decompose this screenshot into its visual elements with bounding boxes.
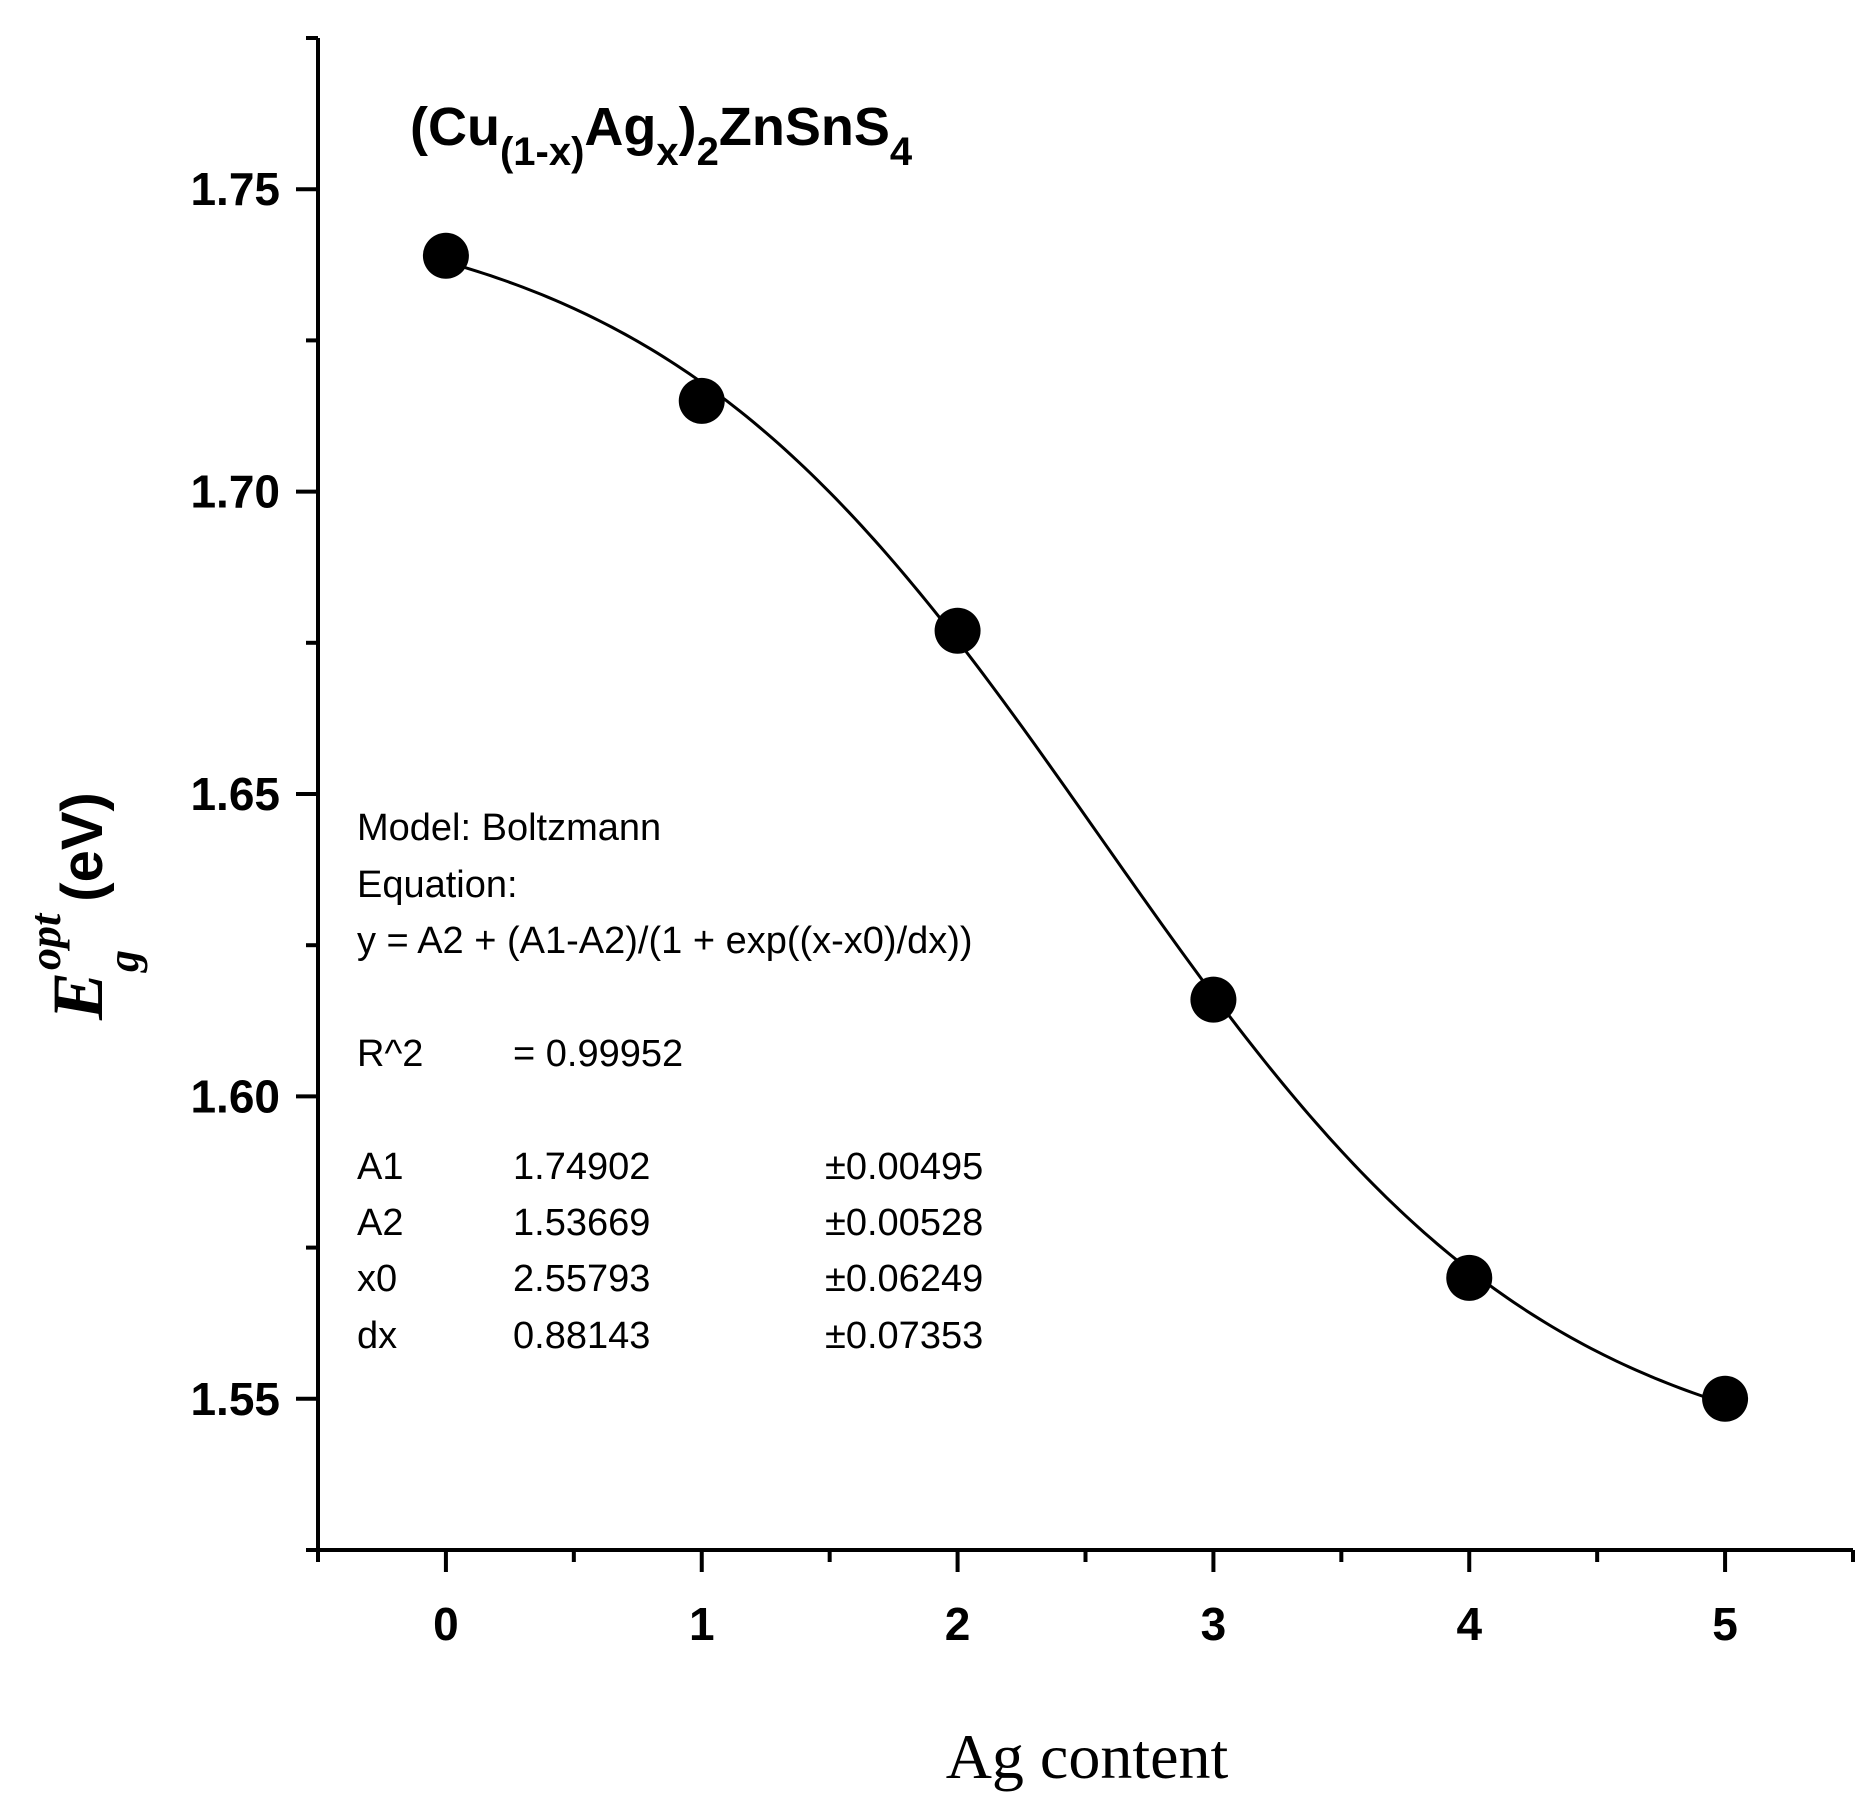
title-part: x xyxy=(656,130,678,174)
param-name: dx xyxy=(357,1315,397,1357)
x-tick-label: 1 xyxy=(689,1598,715,1650)
title-part: ) xyxy=(679,97,697,157)
title-part: ZnSnS xyxy=(719,97,890,157)
param-value: 2.55793 xyxy=(513,1258,650,1300)
y-tick-label: 1.65 xyxy=(190,768,280,820)
y-tick-label: 1.75 xyxy=(190,163,280,215)
data-point xyxy=(1190,976,1237,1023)
param-error: ±0.00495 xyxy=(825,1146,983,1188)
x-axis-label: Ag content xyxy=(946,1721,1229,1792)
data-point xyxy=(422,232,469,279)
data-point xyxy=(934,607,981,654)
param-name: A2 xyxy=(357,1202,403,1244)
param-name: A1 xyxy=(357,1146,403,1188)
annotation-r2-value: = 0.99952 xyxy=(513,1033,683,1075)
title-part: 4 xyxy=(890,130,913,174)
x-tick-label: 4 xyxy=(1456,1598,1482,1650)
param-value: 1.74902 xyxy=(513,1146,650,1188)
param-error: ±0.06249 xyxy=(825,1258,983,1300)
fit-annotation: Model: Boltzmann Equation: y = A2 + (A1-… xyxy=(357,807,983,1357)
title-part: (Cu xyxy=(410,97,500,157)
x-tick-label: 3 xyxy=(1201,1598,1227,1650)
title-part: 2 xyxy=(697,130,719,174)
param-error: ±0.00528 xyxy=(825,1202,983,1244)
y-tick-label: 1.55 xyxy=(190,1373,280,1425)
y-tick-label: 1.70 xyxy=(190,466,280,518)
title-part: (1-x) xyxy=(500,130,584,174)
ticks: 0 1 2 3 4 5 1.55 1.60 1.65 1.70 1.75 xyxy=(190,36,1855,1650)
data-point xyxy=(1446,1254,1493,1301)
annotation-model: Model: Boltzmann xyxy=(357,807,661,849)
param-value: 1.53669 xyxy=(513,1202,650,1244)
ylabel-unit: (eV) xyxy=(50,792,115,902)
boltzmann-fit-line xyxy=(445,260,1726,1406)
param-error: ±0.07353 xyxy=(825,1315,983,1357)
data-point xyxy=(678,377,725,424)
param-value: 0.88143 xyxy=(513,1315,650,1357)
x-tick-label: 2 xyxy=(945,1598,971,1650)
chart-title: (Cu(1-x)Agx)2ZnSnS4 xyxy=(410,97,913,174)
y-axis-label: Eg opt (eV) xyxy=(21,792,148,1021)
annotation-equation-label: Equation: xyxy=(357,864,518,906)
ylabel-superscript: opt xyxy=(21,912,70,970)
param-name: x0 xyxy=(357,1258,397,1300)
x-tick-label: 0 xyxy=(433,1598,459,1650)
data-points xyxy=(422,232,1749,1422)
y-tick-label: 1.60 xyxy=(190,1070,280,1122)
data-point xyxy=(1702,1375,1749,1422)
fit-curve xyxy=(445,260,1726,1406)
x-tick-label: 5 xyxy=(1712,1598,1738,1650)
ylabel-symbol: E xyxy=(38,972,118,1021)
annotation-r2-label: R^2 xyxy=(357,1033,423,1075)
title-part: Ag xyxy=(584,97,656,157)
annotation-equation: y = A2 + (A1-A2)/(1 + exp((x-x0)/dx)) xyxy=(357,920,973,962)
ylabel-subscript: g xyxy=(99,950,148,973)
